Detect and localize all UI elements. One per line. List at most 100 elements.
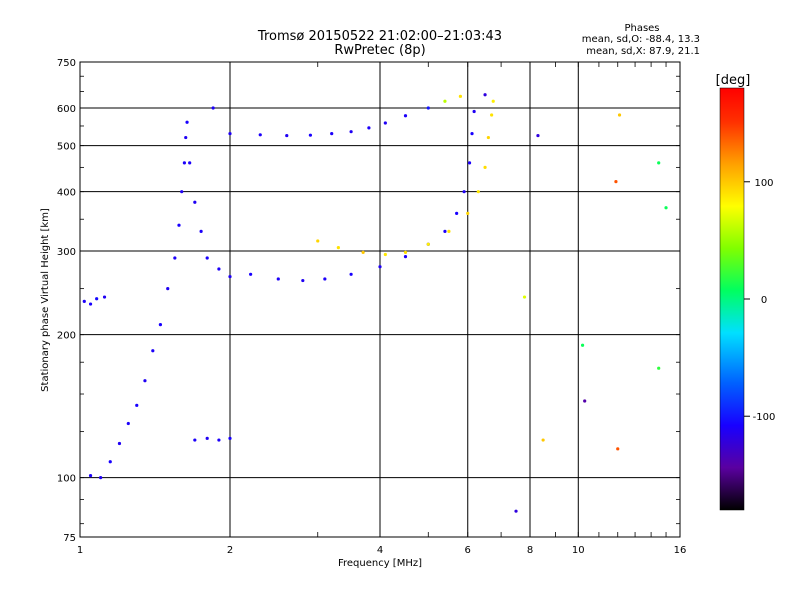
data-point xyxy=(211,106,215,110)
data-point xyxy=(301,278,305,283)
colorbar-ticks: 100 0 -100 xyxy=(744,178,775,423)
data-point xyxy=(228,275,232,279)
stats-line-o: mean, sd,O: -88.4, 13.3 xyxy=(582,34,700,45)
y-tick-label: 300 xyxy=(57,247,76,258)
data-point xyxy=(276,277,280,281)
data-point xyxy=(426,242,430,246)
data-point xyxy=(383,121,387,125)
data-point xyxy=(177,223,181,227)
data-point xyxy=(378,265,382,269)
data-point xyxy=(205,256,209,260)
colorbar-tick-label: 0 xyxy=(761,295,767,306)
data-point xyxy=(117,441,122,446)
data-point xyxy=(483,93,487,97)
data-point xyxy=(316,239,320,243)
data-point xyxy=(349,130,353,134)
x-tick-label: 10 xyxy=(572,545,585,556)
data-point xyxy=(361,250,365,255)
data-point xyxy=(166,287,170,291)
data-point xyxy=(323,277,327,281)
data-point xyxy=(467,161,472,165)
data-point xyxy=(126,421,130,426)
data-point xyxy=(82,299,86,303)
y-axis-ticks: 75 100 200 300 400 500 600 750 xyxy=(57,58,680,544)
data-point xyxy=(349,272,353,276)
data-point xyxy=(308,133,313,137)
colorbar-tick-label: 100 xyxy=(754,178,773,189)
data-point xyxy=(217,438,221,442)
data-point xyxy=(490,113,494,117)
colorbar-tick-label: -100 xyxy=(753,412,776,423)
data-point xyxy=(193,438,197,442)
data-point xyxy=(180,190,184,194)
data-point xyxy=(522,295,527,299)
data-point xyxy=(491,99,495,103)
data-point xyxy=(657,366,661,370)
data-point xyxy=(88,302,93,306)
data-point xyxy=(217,267,221,271)
data-point xyxy=(151,349,155,353)
data-point xyxy=(228,436,232,440)
data-point xyxy=(536,133,540,138)
data-point xyxy=(173,256,177,260)
data-point xyxy=(108,460,112,464)
data-point xyxy=(426,106,430,110)
data-point xyxy=(472,109,476,114)
x-axis-ticks: 1 2 4 6 8 10 16 xyxy=(77,62,687,556)
data-point xyxy=(158,322,163,327)
data-point xyxy=(185,120,189,124)
data-point xyxy=(458,94,463,98)
data-point xyxy=(455,211,459,216)
x-tick-label: 16 xyxy=(674,545,687,556)
data-point xyxy=(470,132,474,136)
data-point xyxy=(336,246,340,250)
data-point xyxy=(367,126,371,130)
y-tick-label: 500 xyxy=(57,142,76,153)
y-tick-label: 400 xyxy=(57,188,76,199)
data-point xyxy=(443,229,447,233)
data-point xyxy=(466,211,470,216)
data-point xyxy=(403,254,408,259)
data-point xyxy=(135,403,139,407)
chart-title: Tromsø 20150522 21:02:00–21:03:43 xyxy=(257,29,502,44)
data-point xyxy=(664,206,668,210)
stats-line-x: mean, sd,X: 87.9, 21.1 xyxy=(586,46,700,57)
data-point xyxy=(193,200,197,204)
data-point xyxy=(102,295,107,299)
colorbar xyxy=(719,87,745,511)
data-point xyxy=(541,438,545,442)
data-point xyxy=(285,133,289,138)
x-tick-label: 2 xyxy=(227,545,233,556)
data-point xyxy=(403,250,408,255)
data-point xyxy=(188,161,192,165)
x-tick-label: 4 xyxy=(377,545,383,556)
y-tick-label: 200 xyxy=(57,331,76,342)
data-point xyxy=(383,252,387,257)
stats-heading: Phases xyxy=(624,23,659,34)
data-point xyxy=(583,399,587,403)
data-point xyxy=(580,343,585,347)
data-point xyxy=(95,297,99,301)
data-point xyxy=(182,161,186,165)
data-point xyxy=(614,180,618,184)
data-point xyxy=(99,476,103,480)
data-point xyxy=(330,132,334,136)
data-point xyxy=(447,229,451,233)
data-point xyxy=(657,161,661,165)
data-point xyxy=(184,135,188,140)
y-tick-label: 600 xyxy=(57,104,76,115)
data-point xyxy=(616,447,620,451)
data-point xyxy=(228,132,232,136)
data-points xyxy=(82,93,668,513)
data-point xyxy=(483,165,487,169)
data-point xyxy=(443,99,447,103)
data-point xyxy=(476,190,480,194)
data-point xyxy=(199,229,203,233)
y-tick-label: 750 xyxy=(57,58,76,69)
x-tick-label: 6 xyxy=(465,545,471,556)
y-axis-label: Stationary phase Virtual Height [km] xyxy=(40,208,51,392)
data-point xyxy=(143,379,147,383)
x-axis-label: Frequency [MHz] xyxy=(338,558,422,569)
grid xyxy=(80,62,680,537)
